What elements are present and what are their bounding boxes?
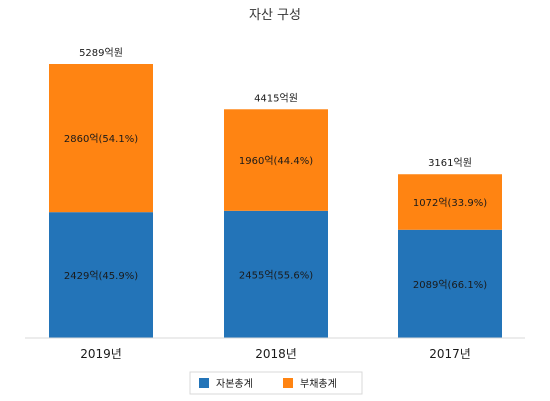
bar-segment-equity xyxy=(224,210,328,338)
category-label: 2018년 xyxy=(255,347,297,361)
bar-segment-liability xyxy=(224,109,328,211)
category-label: 2017년 xyxy=(429,347,471,361)
bar-area: 2429억(45.9%) 2860억(54.1%) 5289억원 2019년 2455억… xyxy=(49,47,502,361)
total-label: 5289억원 xyxy=(79,47,123,59)
segment-label: 1072억(33.9%) xyxy=(413,197,487,209)
legend-swatch-equity xyxy=(199,378,209,388)
legend-box xyxy=(189,371,363,395)
legend: 자본총계 부채총계 xyxy=(189,371,363,395)
legend-label-equity: 자본총계 xyxy=(216,378,253,390)
bar-segment-liability xyxy=(49,64,153,213)
total-label: 3161억원 xyxy=(428,157,472,169)
bar-segment-liability xyxy=(398,174,502,230)
segment-label: 2455억(55.6%) xyxy=(239,269,313,281)
bar-segment-equity xyxy=(49,212,153,338)
legend-label-liability: 부채총계 xyxy=(300,378,337,390)
category-label: 2019년 xyxy=(80,347,122,361)
legend-swatch-liability xyxy=(283,378,293,388)
segment-label: 2429억(45.9%) xyxy=(64,270,138,282)
segment-label: 1960억(44.4%) xyxy=(239,155,313,167)
segment-label: 2860억(54.1%) xyxy=(64,133,138,145)
segment-label: 2089억(66.1%) xyxy=(413,279,487,291)
bar-segment-equity xyxy=(398,229,502,338)
total-label: 4415억원 xyxy=(254,92,298,104)
chart-title: 자산 구성 xyxy=(249,8,301,23)
